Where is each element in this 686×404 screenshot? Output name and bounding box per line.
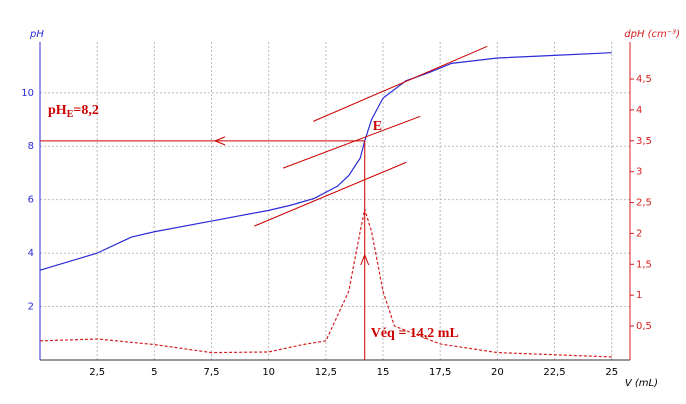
y2-tick-label: 0,5 — [636, 321, 652, 332]
tangent-line — [254, 161, 407, 227]
point-label: E — [373, 119, 382, 134]
x-axis-title: V (mL) — [625, 378, 658, 389]
ph-label: pHE=8,2 — [48, 103, 99, 120]
y-tick-label: 8 — [28, 141, 34, 152]
x-tick-label: 12,5 — [315, 367, 337, 378]
y-tick-label: 2 — [28, 302, 34, 313]
volume-label: Véq = 14,2 mL — [371, 326, 459, 341]
x-tick-label: 22,5 — [543, 367, 565, 378]
y-axis-title: pH — [29, 29, 44, 40]
x-tick-label: 15 — [377, 367, 390, 378]
y2-tick-label: 4 — [636, 105, 642, 116]
tangent-line — [313, 45, 488, 122]
x-tick-label: 5 — [151, 367, 157, 378]
y2-tick-label: 3,5 — [636, 136, 652, 147]
y2-tick-label: 2,5 — [636, 198, 652, 209]
data-line — [39, 209, 612, 358]
tangent-line — [282, 115, 421, 169]
ph-label-part: pH — [48, 103, 67, 118]
y2-axis-title: dpH (cm⁻³) — [624, 29, 680, 40]
y2-tick-label: 1 — [636, 290, 642, 301]
y2-tick-label: 1,5 — [636, 259, 652, 270]
y2-tick-label: 2 — [636, 228, 642, 239]
ph-label-part: =8,2 — [73, 103, 98, 118]
x-tick-label: 20 — [491, 367, 504, 378]
data-line — [39, 52, 612, 271]
arrow-up — [360, 253, 370, 266]
x-tick-label: 10 — [262, 367, 275, 378]
x-tick-label: 25 — [605, 367, 618, 378]
arrow-left — [213, 136, 226, 146]
x-tick-label: 17,5 — [429, 367, 451, 378]
x-tick-label: 7,5 — [204, 367, 220, 378]
ph-label-part: E — [67, 109, 74, 120]
y2-tick-label: 4,5 — [636, 74, 652, 85]
y-tick-label: 6 — [28, 195, 34, 206]
y-tick-label: 4 — [28, 248, 34, 259]
y-tick-label: 10 — [21, 88, 34, 99]
y2-tick-label: 3 — [636, 167, 642, 178]
x-tick-label: 2,5 — [89, 367, 105, 378]
